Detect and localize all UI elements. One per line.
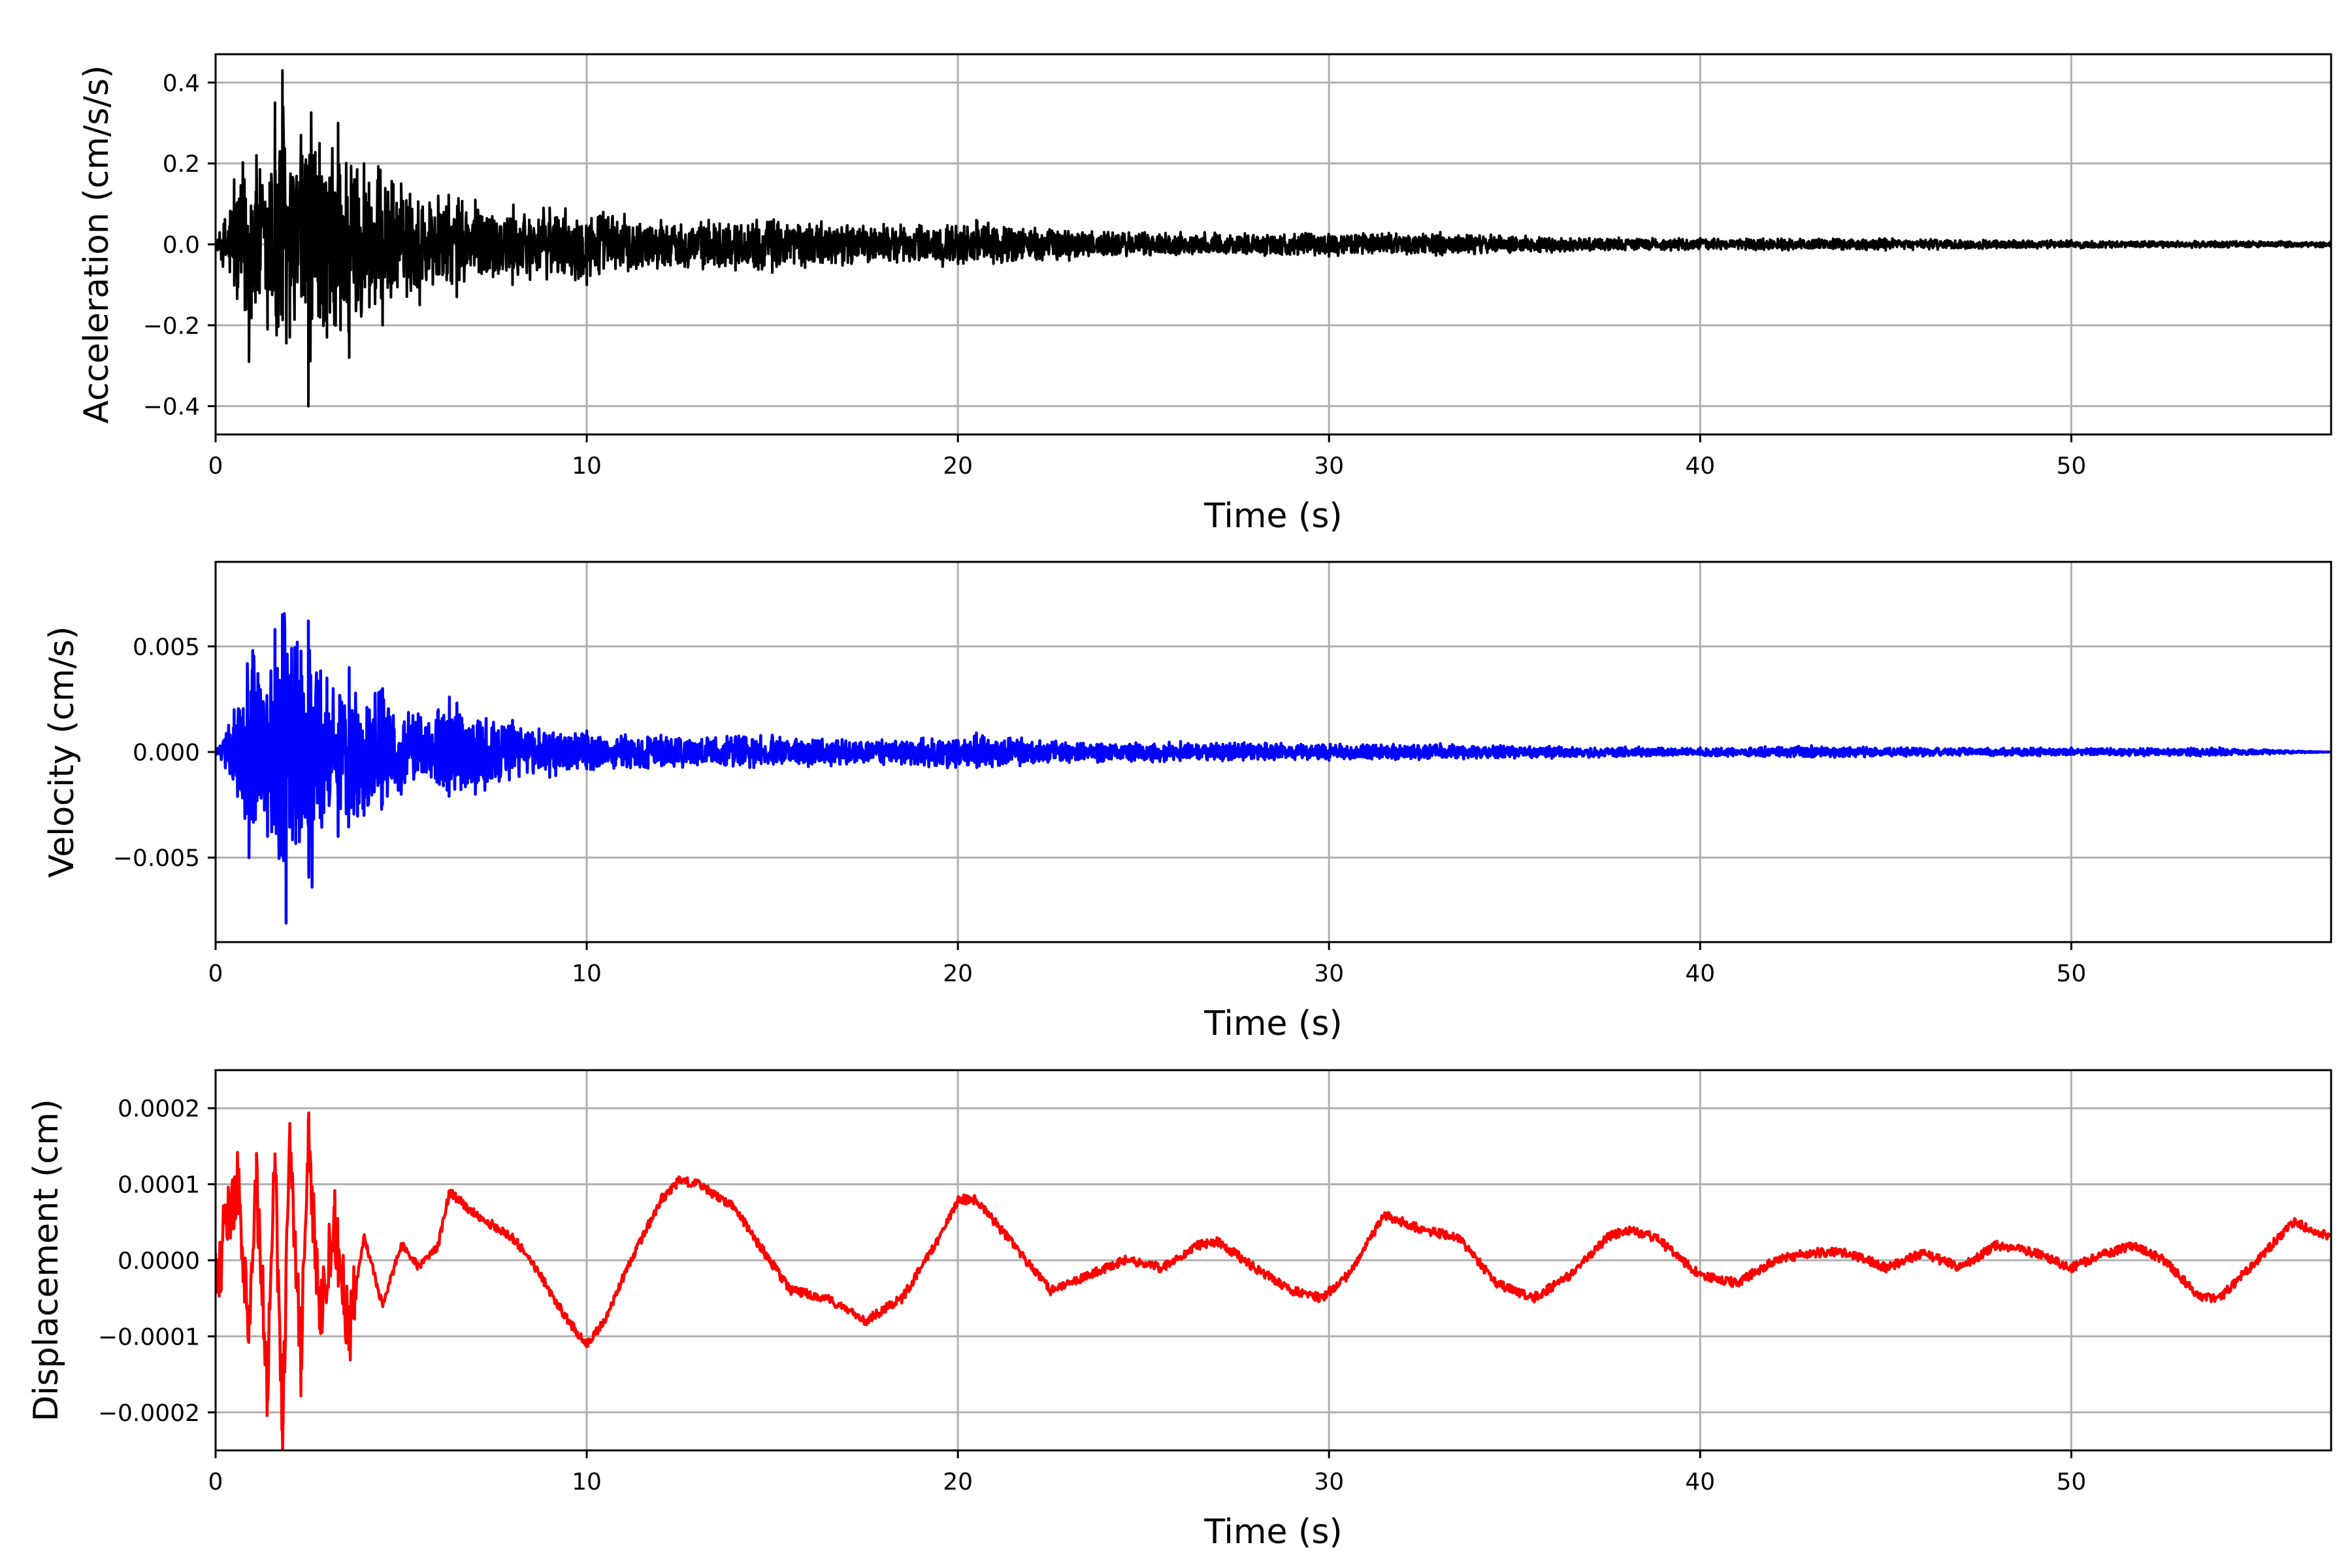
velocity-x-axis-label: Time (s) bbox=[1203, 1004, 1342, 1043]
displacement-y-axis-label: Displacement (cm) bbox=[27, 1099, 66, 1422]
displacement-y-tick-label: 0.0002 bbox=[118, 1096, 200, 1122]
velocity-x-tick-label: 10 bbox=[572, 960, 602, 987]
velocity-y-tick-label: 0.005 bbox=[133, 634, 200, 661]
acceleration-y-axis-label: Acceleration (cm/s/s) bbox=[77, 65, 116, 424]
acceleration-x-tick-label: 50 bbox=[2056, 453, 2086, 480]
displacement-x-tick-label: 30 bbox=[1314, 1469, 1344, 1495]
acceleration-x-tick-label: 20 bbox=[943, 453, 973, 480]
acceleration-y-tick-label: 0.4 bbox=[163, 70, 200, 97]
displacement-x-tick-label: 20 bbox=[943, 1469, 973, 1495]
displacement-y-tick-label: −0.0001 bbox=[98, 1324, 200, 1350]
velocity-x-tick-label: 40 bbox=[1685, 960, 1715, 987]
displacement-x-axis-label: Time (s) bbox=[1203, 1512, 1342, 1552]
velocity-y-axis-label: Velocity (cm/s) bbox=[42, 627, 82, 878]
acceleration-y-tick-label: 0.0 bbox=[163, 232, 200, 259]
acceleration-y-tick-label: −0.2 bbox=[143, 313, 200, 340]
acceleration-y-tick-label: 0.2 bbox=[163, 151, 200, 178]
displacement-y-tick-label: 0.0000 bbox=[118, 1248, 200, 1275]
acceleration-x-tick-label: 30 bbox=[1314, 453, 1344, 480]
acceleration-y-tick-label: −0.4 bbox=[143, 394, 200, 421]
acceleration-x-tick-label: 40 bbox=[1685, 453, 1715, 480]
velocity-panel: 0 10 20 30 40 50 −0.005 0.000 0.005 Time (s) Veloc… bbox=[42, 561, 2332, 1043]
displacement-y-tick-label: −0.0002 bbox=[98, 1400, 200, 1427]
velocity-y-tick-label: 0.000 bbox=[133, 740, 200, 766]
velocity-series-line bbox=[216, 612, 2331, 925]
acceleration-panel: 0 10 20 30 40 50 −0.4 −0.2 0.0 0.2 0.4 Time (s) Acce… bbox=[77, 53, 2332, 536]
velocity-x-tick-label: 30 bbox=[1314, 960, 1344, 987]
displacement-x-tick-label: 50 bbox=[2056, 1469, 2086, 1495]
acceleration-x-tick-label: 0 bbox=[208, 453, 223, 480]
displacement-series-line bbox=[216, 1111, 2331, 1450]
acceleration-x-tick-label: 10 bbox=[572, 453, 602, 480]
velocity-y-tick-label: −0.005 bbox=[113, 845, 200, 872]
displacement-x-tick-label: 0 bbox=[208, 1469, 223, 1495]
velocity-x-tick-label: 20 bbox=[943, 960, 973, 987]
velocity-x-tick-label: 50 bbox=[2056, 960, 2086, 987]
displacement-x-tick-label: 10 bbox=[572, 1469, 602, 1495]
displacement-panel: 0 10 20 30 40 50 −0.0002 −0.0001 0.0000 0.0001 0.0… bbox=[27, 1069, 2332, 1552]
acceleration-series-line bbox=[216, 69, 2331, 408]
displacement-y-tick-label: 0.0001 bbox=[118, 1172, 200, 1199]
displacement-x-tick-label: 40 bbox=[1685, 1469, 1715, 1495]
velocity-x-tick-label: 0 bbox=[208, 960, 223, 987]
acceleration-x-axis-label: Time (s) bbox=[1203, 497, 1342, 536]
